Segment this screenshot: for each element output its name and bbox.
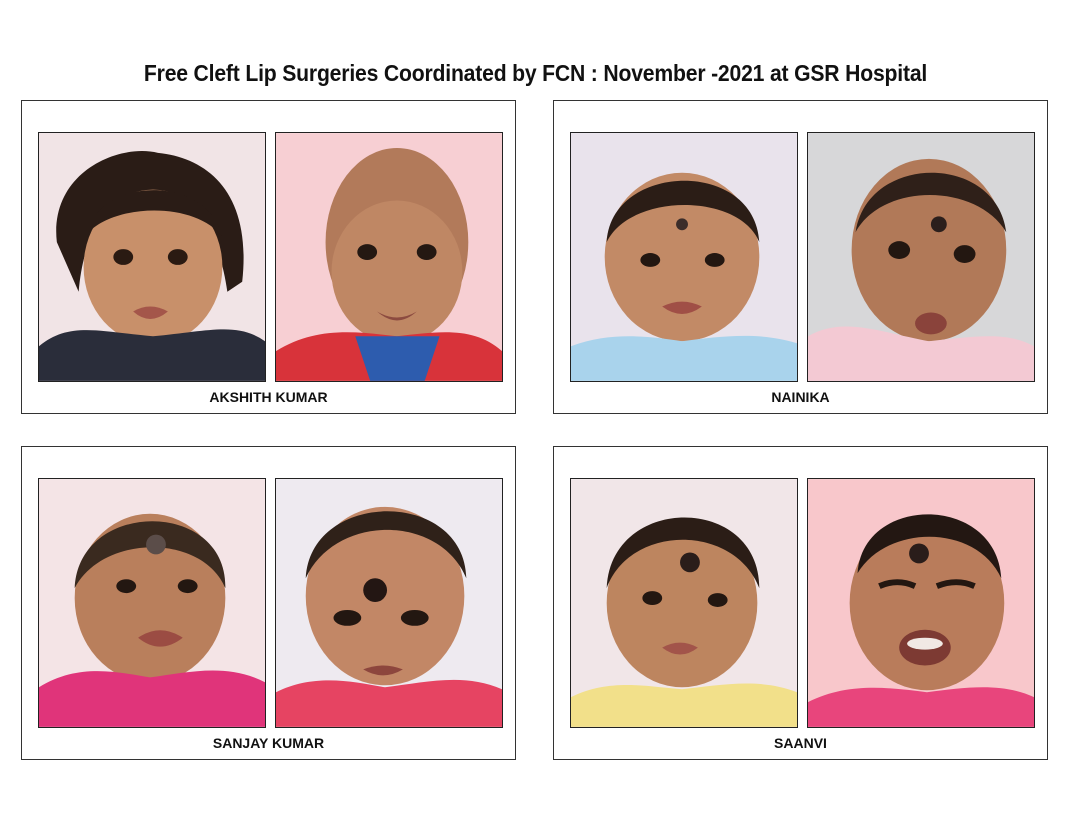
after-photo <box>807 132 1035 382</box>
after-photo <box>275 478 503 728</box>
patient-name: SANJAY KUMAR <box>212 735 325 751</box>
child-before-image <box>39 133 265 381</box>
child-after-image <box>808 479 1034 727</box>
child-after-image <box>276 479 502 727</box>
child-before-image <box>571 479 797 727</box>
before-photo <box>38 478 266 728</box>
after-photo <box>275 132 503 382</box>
child-before-image <box>39 479 265 727</box>
patient-card-sanjay: SANJAY KUMAR <box>21 446 516 760</box>
child-after-image <box>276 133 502 381</box>
before-photo <box>38 132 266 382</box>
patient-name: AKSHITH KUMAR <box>209 389 328 405</box>
patient-name: NAINIKA <box>771 389 830 405</box>
patient-card-akshith: AKSHITH KUMAR <box>21 100 516 414</box>
page-title: Free Cleft Lip Surgeries Coordinated by … <box>143 60 928 86</box>
child-after-image <box>808 133 1034 381</box>
patient-card-saanvi: SAANVI <box>553 446 1048 760</box>
after-photo <box>807 478 1035 728</box>
patient-card-nainika: NAINIKA <box>553 100 1048 414</box>
patient-name: SAANVI <box>774 735 827 751</box>
before-photo <box>570 132 798 382</box>
before-photo <box>570 478 798 728</box>
child-before-image <box>571 133 797 381</box>
